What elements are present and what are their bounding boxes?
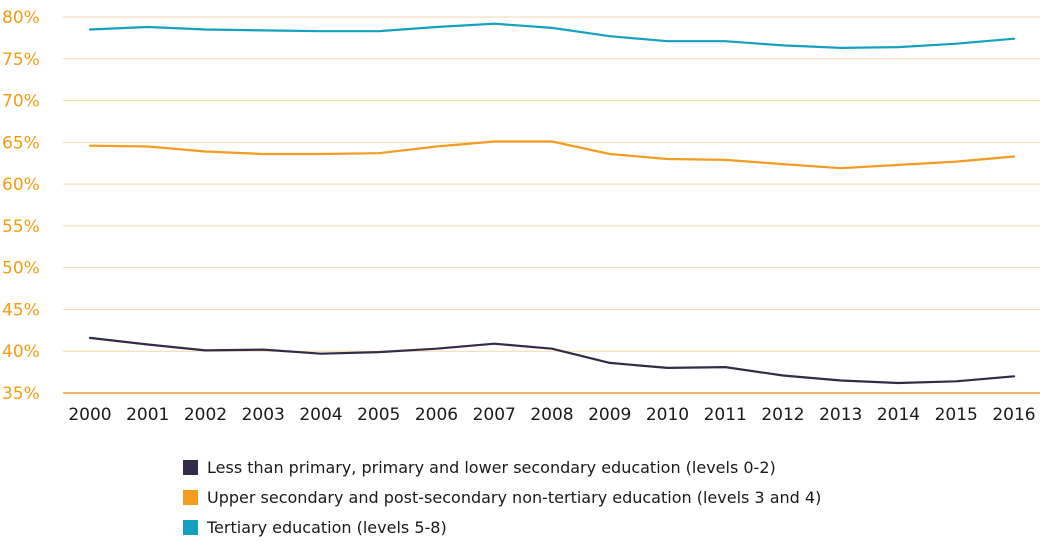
x-tick-label: 2004: [299, 405, 342, 425]
y-tick-label: 40%: [2, 342, 40, 362]
y-tick-label: 50%: [2, 259, 40, 279]
legend-swatch-tertiary: [183, 519, 198, 535]
series-lines: [88, 22, 1016, 385]
y-tick-label: 75%: [2, 50, 40, 70]
x-tick-label: 2006: [415, 405, 458, 425]
x-tick-label: 2005: [357, 405, 400, 425]
x-tick-label: 2009: [588, 405, 631, 425]
legend-item-upper-secondary: Upper secondary and post-secondary non-t…: [183, 482, 821, 512]
y-tick-label: 55%: [2, 217, 40, 237]
line-chart: 35%40%45%50%55%60%65%70%75%80% 2000 2001 2…: [2, 8, 1040, 425]
y-tick-label: 80%: [2, 8, 40, 28]
x-tick-label: 2000: [68, 405, 111, 425]
series-line-upper-secondary: [88, 140, 1016, 170]
legend-label-tertiary: Tertiary education (levels 5-8): [207, 517, 447, 537]
series-line-lower-secondary: [88, 336, 1016, 385]
x-tick-label: 2011: [704, 405, 747, 425]
legend-item-tertiary: Tertiary education (levels 5-8): [183, 512, 821, 542]
y-tick-label: 35%: [2, 384, 40, 404]
y-tick-label: 60%: [2, 175, 40, 195]
x-tick-label: 2010: [646, 405, 689, 425]
legend-label-lower-secondary: Less than primary, primary and lower sec…: [207, 457, 776, 477]
x-tick-label: 2016: [992, 405, 1035, 425]
x-axis-ticks: 2000 2001 2002 2003 2004 2005 2006 2007 2008 2009…: [68, 405, 1035, 425]
x-tick-label: 2007: [473, 405, 516, 425]
y-tick-label: 65%: [2, 133, 40, 153]
legend-label-upper-secondary: Upper secondary and post-secondary non-t…: [207, 487, 822, 507]
y-tick-label: 45%: [2, 300, 40, 320]
x-tick-label: 2003: [242, 405, 285, 425]
x-tick-label: 2001: [126, 405, 169, 425]
x-tick-label: 2012: [761, 405, 804, 425]
x-tick-label: 2002: [184, 405, 227, 425]
y-axis-ticks: 35% 40% 45% 50% 55% 60% 65% 70% 75% 80%: [2, 8, 40, 404]
legend-swatch-upper-secondary: [183, 489, 198, 505]
legend: Less than primary, primary and lower sec…: [183, 452, 821, 542]
y-tick-label: 70%: [2, 92, 40, 112]
series-line-tertiary: [88, 22, 1016, 50]
legend-swatch-lower-secondary: [183, 459, 198, 475]
gridlines: [63, 16, 1040, 394]
x-tick-label: 2015: [935, 405, 978, 425]
x-tick-label: 2008: [530, 405, 573, 425]
x-tick-label: 2014: [877, 405, 920, 425]
x-tick-label: 2013: [819, 405, 862, 425]
legend-item-lower-secondary: Less than primary, primary and lower sec…: [183, 452, 821, 482]
